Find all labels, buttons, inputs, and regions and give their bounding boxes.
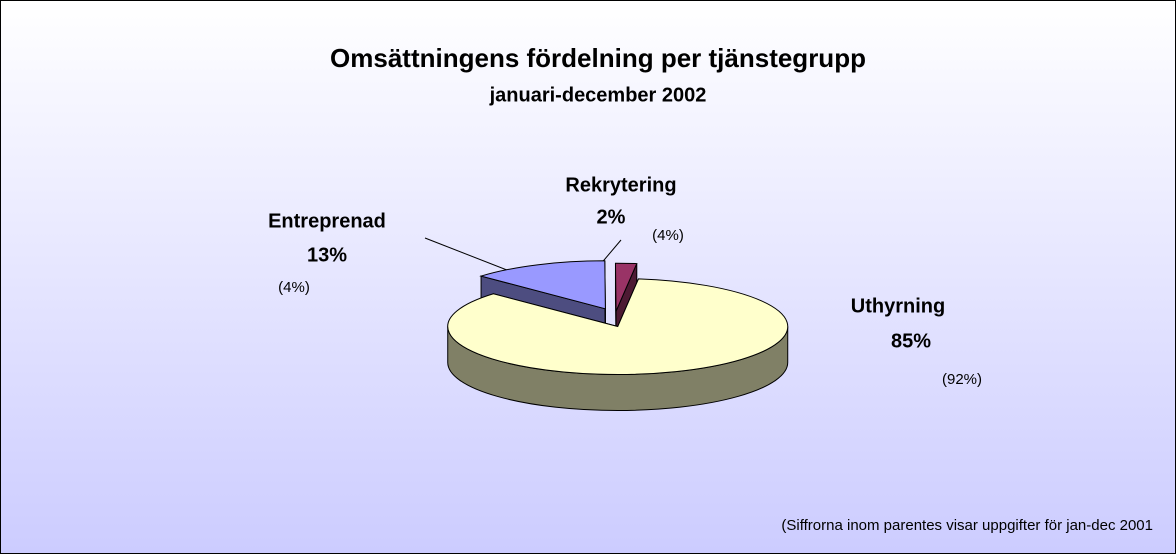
slice	[447, 278, 789, 375]
chart-title: Omsättningens fördelning per tjänstegrup…	[330, 43, 866, 73]
footnote: (Siffrorna inom parentes visar uppgifter…	[781, 517, 1153, 534]
slice	[614, 262, 638, 312]
previous-label: (4%)	[652, 227, 684, 244]
value-label: 85%	[891, 330, 931, 352]
slice-label: Uthyrning	[851, 295, 945, 317]
slice-label: Entreprenad	[268, 210, 386, 232]
value-label: 13%	[307, 244, 347, 266]
previous-label: (92%)	[942, 371, 982, 388]
slice-label: Rekrytering	[565, 174, 676, 196]
previous-label: (4%)	[278, 279, 310, 296]
slice	[479, 260, 606, 310]
value-label: 2%	[597, 206, 626, 228]
leader-line	[424, 237, 513, 273]
chart-subtitle: januari-december 2002	[489, 84, 707, 106]
